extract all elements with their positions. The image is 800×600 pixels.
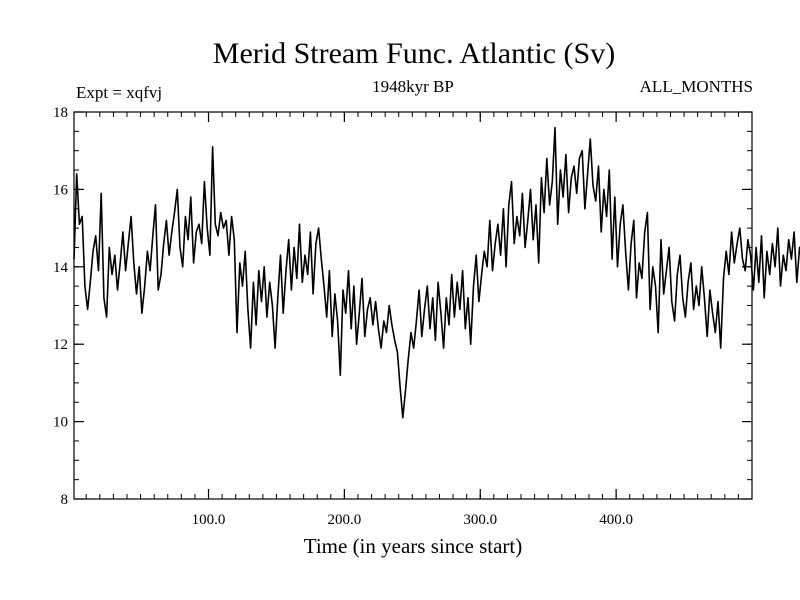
chart-title: Merid Stream Func. Atlantic (Sv) — [213, 37, 615, 70]
series-group — [73, 126, 800, 419]
axis-ticks — [74, 111, 753, 500]
period-label: 1948kyr BP — [372, 77, 454, 96]
y-tick-label: 18 — [53, 105, 68, 121]
series-line — [73, 126, 800, 419]
months-label: ALL_MONTHS — [640, 77, 753, 96]
y-tick-label: 16 — [53, 182, 69, 198]
y-tick-label: 8 — [61, 492, 69, 508]
y-tick-label: 12 — [53, 337, 68, 353]
x-tick-label: 200.0 — [328, 512, 362, 528]
y-tick-label: 14 — [53, 260, 69, 276]
y-tick-labels: 8 10 12 14 16 18 — [53, 105, 69, 508]
x-tick-label: 300.0 — [463, 512, 497, 528]
y-tick-label: 10 — [53, 415, 68, 431]
x-tick-label: 400.0 — [599, 512, 633, 528]
x-axis-label: Time (in years since start) — [304, 534, 523, 558]
experiment-label: Expt = xqfvj — [76, 83, 162, 102]
x-tick-labels: 100.0 200.0 300.0 400.0 — [192, 512, 633, 528]
x-tick-label: 100.0 — [192, 512, 226, 528]
